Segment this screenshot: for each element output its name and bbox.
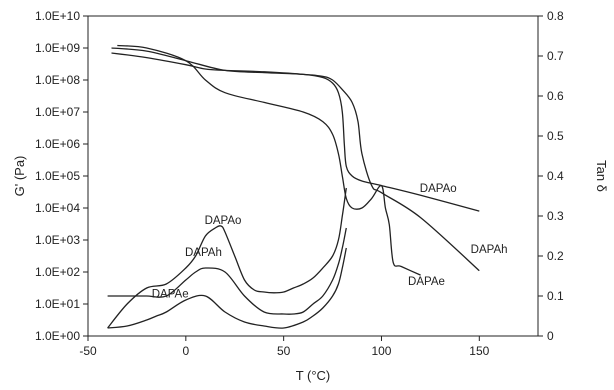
y-left-ticks: 1.0E+00 1.0E+01 1.0E+02 1.0E+03 1.0E+04 1.0E+… [35,9,88,343]
x-tick-label: 0 [182,344,189,358]
y-left-tick-label: 1.0E+04 [35,201,80,215]
y-right-tick-label: 0.2 [547,249,564,263]
modulus-line-dapao [111,52,480,212]
y-right-tick-label: 0.5 [547,129,564,143]
y-left-tick-label: 1.0E+07 [35,105,80,119]
y-right-tick-label: 0.4 [547,169,564,183]
y-right-ticks: 0 0.1 0.2 0.3 0.4 0.5 0.6 0.7 0.8 [538,9,564,343]
y-left-tick-label: 1.0E+00 [35,329,80,343]
curves [107,44,480,329]
y-left-tick-label: 1.0E+03 [35,233,80,247]
series-labels: DAPAo DAPAh DAPAe DAPAo DAPAh DAPAe [152,183,508,301]
series-annotation: DAPAh [185,247,222,259]
tan-delta-line-dapah [107,227,347,315]
y-right-tick-label: 0.3 [547,209,564,223]
series-annotation: DAPAo [420,183,457,195]
tan-delta-line-dapae [107,247,347,329]
y-left-tick-label: 1.0E+10 [35,9,80,23]
y-left-tick-label: 1.0E+08 [35,73,80,87]
y-right-tick-label: 0 [547,329,554,343]
y-right-tick-label: 0.1 [547,289,564,303]
x-tick-label: 150 [469,344,489,358]
y-right-tick-label: 0.7 [547,49,564,63]
y-right-tick-label: 0.6 [547,89,564,103]
y-right-axis-title: Tan δ [594,160,609,192]
tan-delta-line-dapao [107,187,347,329]
x-tick-label: 100 [371,344,391,358]
y-left-tick-label: 1.0E+06 [35,137,80,151]
x-ticks: -50 0 50 100 150 [79,336,490,358]
series-annotation: DAPAe [408,276,445,288]
y-left-tick-label: 1.0E+01 [35,297,80,311]
y-left-tick-label: 1.0E+05 [35,169,80,183]
x-tick-label: -50 [79,344,97,358]
modulus-line-dapah [111,47,480,272]
y-left-tick-label: 1.0E+02 [35,265,80,279]
y-left-tick-label: 1.0E+09 [35,41,80,55]
y-left-axis-title: G' (Pa) [12,156,27,197]
y-right-tick-label: 0.8 [547,9,564,23]
modulus-line-dapae [117,44,421,276]
series-annotation: DAPAo [205,215,242,227]
plot-frame [87,15,539,337]
series-annotation: DAPAe [152,289,189,301]
x-tick-label: 50 [277,344,291,358]
x-axis-title: T (°C) [296,368,331,383]
series-annotation: DAPAh [471,244,508,256]
